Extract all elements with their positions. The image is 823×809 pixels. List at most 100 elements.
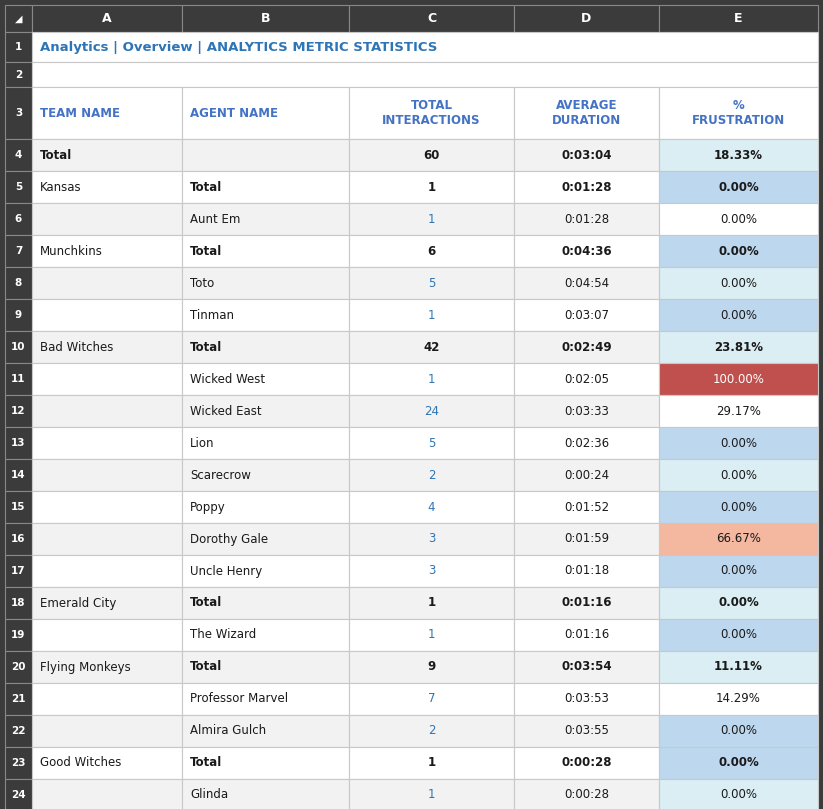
Bar (349, 5, 514, 32)
Text: 5: 5 (428, 437, 435, 450)
Bar (514, 363, 659, 395)
Text: 0:01:16: 0:01:16 (561, 596, 611, 609)
Bar (5, 747, 32, 779)
Bar (659, 491, 818, 523)
Bar (32, 331, 182, 363)
Text: TEAM NAME: TEAM NAME (40, 107, 120, 120)
Bar (32, 779, 182, 809)
Bar (5, 235, 32, 267)
Text: 0:00:24: 0:00:24 (564, 468, 609, 481)
Bar (5, 5, 32, 32)
Text: 100.00%: 100.00% (713, 372, 765, 386)
Text: Dorothy Gale: Dorothy Gale (190, 532, 268, 545)
Text: Wicked East: Wicked East (190, 404, 262, 417)
Text: The Wizard: The Wizard (190, 629, 256, 642)
Text: 14: 14 (12, 470, 26, 480)
Bar (32, 747, 182, 779)
Text: Emerald City: Emerald City (40, 596, 116, 609)
Bar (32, 683, 182, 715)
Bar (5, 779, 32, 809)
Text: Wicked West: Wicked West (190, 372, 265, 386)
Bar (349, 267, 514, 299)
Bar (514, 619, 659, 651)
Bar (5, 459, 32, 491)
Bar (514, 779, 659, 809)
Bar (5, 32, 32, 62)
Bar (32, 267, 182, 299)
Bar (32, 171, 182, 203)
Text: 17: 17 (12, 566, 26, 576)
Text: 9: 9 (427, 660, 435, 674)
Bar (349, 747, 514, 779)
Bar (349, 139, 514, 171)
Bar (349, 203, 514, 235)
Bar (514, 747, 659, 779)
Bar (349, 331, 514, 363)
Bar (5, 683, 32, 715)
Bar (5, 491, 32, 523)
Bar (659, 235, 818, 267)
Text: 0:03:55: 0:03:55 (564, 725, 609, 738)
Text: 18: 18 (12, 598, 26, 608)
Text: 1: 1 (428, 372, 435, 386)
Bar (182, 5, 349, 32)
Bar (5, 427, 32, 459)
Bar (182, 459, 349, 491)
Bar (659, 683, 818, 715)
Text: 24: 24 (12, 790, 26, 800)
Text: 0:00:28: 0:00:28 (564, 789, 609, 802)
Bar (349, 171, 514, 203)
Text: TOTAL
INTERACTIONS: TOTAL INTERACTIONS (382, 99, 481, 127)
Text: D: D (581, 12, 592, 25)
Bar (182, 555, 349, 587)
Text: 1: 1 (427, 756, 435, 769)
Text: 3: 3 (428, 565, 435, 578)
Bar (514, 5, 659, 32)
Text: Analytics | Overview | ANALYTICS METRIC STATISTICS: Analytics | Overview | ANALYTICS METRIC … (40, 40, 437, 53)
Text: 2: 2 (15, 70, 22, 79)
Bar (182, 331, 349, 363)
Text: 18.33%: 18.33% (714, 149, 763, 162)
Bar (32, 139, 182, 171)
Text: 0:01:59: 0:01:59 (564, 532, 609, 545)
Text: 14.29%: 14.29% (716, 693, 761, 705)
Bar (349, 491, 514, 523)
Bar (182, 267, 349, 299)
Text: 6: 6 (427, 244, 435, 257)
Bar (514, 587, 659, 619)
Text: 0:04:36: 0:04:36 (561, 244, 611, 257)
Bar (32, 651, 182, 683)
Bar (182, 87, 349, 139)
Text: 0.00%: 0.00% (720, 277, 757, 290)
Text: 7: 7 (15, 246, 22, 256)
Bar (659, 619, 818, 651)
Text: 23: 23 (12, 758, 26, 768)
Text: 5: 5 (15, 182, 22, 192)
Bar (182, 491, 349, 523)
Text: 1: 1 (427, 180, 435, 193)
Text: 11: 11 (12, 374, 26, 384)
Text: 0.00%: 0.00% (718, 596, 759, 609)
Bar (5, 363, 32, 395)
Bar (182, 235, 349, 267)
Text: Bad Witches: Bad Witches (40, 341, 114, 354)
Bar (182, 203, 349, 235)
Text: 3: 3 (15, 108, 22, 118)
Bar (5, 267, 32, 299)
Text: 0:03:07: 0:03:07 (564, 308, 609, 321)
Text: 0:02:05: 0:02:05 (564, 372, 609, 386)
Text: B: B (261, 12, 270, 25)
Text: 20: 20 (12, 662, 26, 672)
Bar (349, 555, 514, 587)
Text: 8: 8 (15, 278, 22, 288)
Bar (32, 523, 182, 555)
Text: 0:03:54: 0:03:54 (561, 660, 611, 674)
Bar (514, 331, 659, 363)
Bar (349, 523, 514, 555)
Text: 11.11%: 11.11% (714, 660, 763, 674)
Bar (349, 363, 514, 395)
Text: 0:01:16: 0:01:16 (564, 629, 609, 642)
Text: 1: 1 (428, 629, 435, 642)
Text: Uncle Henry: Uncle Henry (190, 565, 263, 578)
Bar (182, 395, 349, 427)
